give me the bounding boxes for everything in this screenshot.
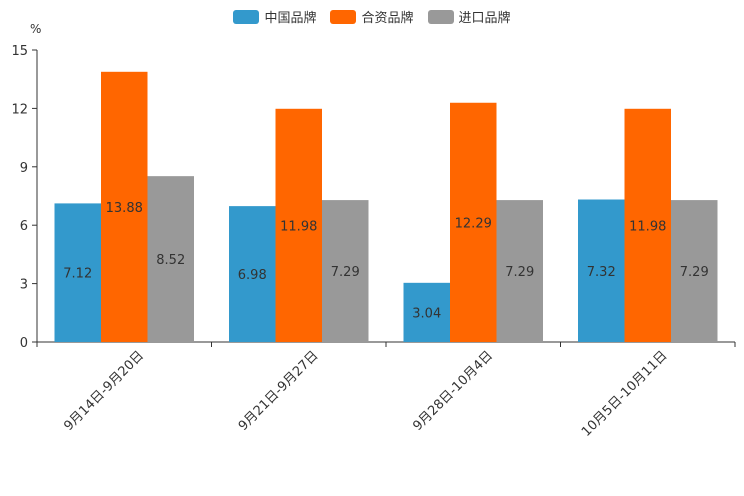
bar — [275, 108, 322, 342]
legend-label-joint: 合资品牌 — [361, 11, 414, 26]
bar-value-label: 8.52 — [156, 253, 185, 268]
bar-value-label: 7.12 — [63, 267, 92, 282]
y-tick-label: 15 — [11, 44, 28, 59]
x-tick-label: 9月28日-10月4日 — [410, 348, 496, 434]
bar — [229, 206, 276, 342]
bar-value-label: 7.29 — [331, 265, 360, 280]
y-axis-unit: % — [30, 22, 42, 36]
bar-value-label: 13.88 — [106, 201, 143, 216]
y-tick-label: 3 — [20, 278, 28, 293]
bar-value-label: 6.98 — [238, 268, 267, 283]
bar-value-label: 12.29 — [455, 216, 492, 231]
bar — [322, 200, 369, 342]
bar — [496, 200, 543, 342]
bar-value-label: 11.98 — [280, 219, 317, 234]
legend-swatch-import — [427, 9, 454, 24]
legend-label-import: 进口品牌 — [458, 11, 511, 26]
bar — [450, 102, 497, 342]
y-tick-label: 6 — [20, 219, 28, 234]
bar — [101, 71, 148, 342]
x-tick-label: 9月21日-9月27日 — [236, 348, 322, 434]
legend-swatch-joint — [330, 9, 357, 24]
y-tick-label: 9 — [20, 161, 28, 176]
x-tick-label: 10月5日-10月11日 — [579, 348, 671, 440]
bar-value-label: 11.98 — [629, 219, 666, 234]
bar — [624, 108, 671, 342]
x-tick-label: 9月14日-9月20日 — [61, 348, 147, 434]
bar — [403, 282, 450, 342]
legend-item-import[interactable]: 进口品牌 — [427, 7, 511, 26]
bar-value-label: 7.29 — [680, 265, 709, 280]
legend-swatch-china — [233, 9, 260, 24]
y-tick-label: 12 — [11, 102, 28, 117]
legend-item-china[interactable]: 中国品牌 — [233, 7, 316, 26]
legend-item-joint[interactable]: 合资品牌 — [330, 7, 414, 26]
y-tick-label: 0 — [20, 336, 28, 351]
legend: 中国品牌 合资品牌 进口品牌 — [0, 7, 744, 26]
legend-label-china: 中国品牌 — [264, 11, 317, 26]
bar-value-label: 7.32 — [587, 265, 616, 280]
bar-value-label: 3.04 — [412, 306, 441, 321]
bar — [671, 200, 718, 342]
bar — [54, 203, 101, 342]
bar-value-label: 7.29 — [505, 265, 534, 280]
bar — [147, 176, 194, 342]
bar — [578, 199, 625, 342]
